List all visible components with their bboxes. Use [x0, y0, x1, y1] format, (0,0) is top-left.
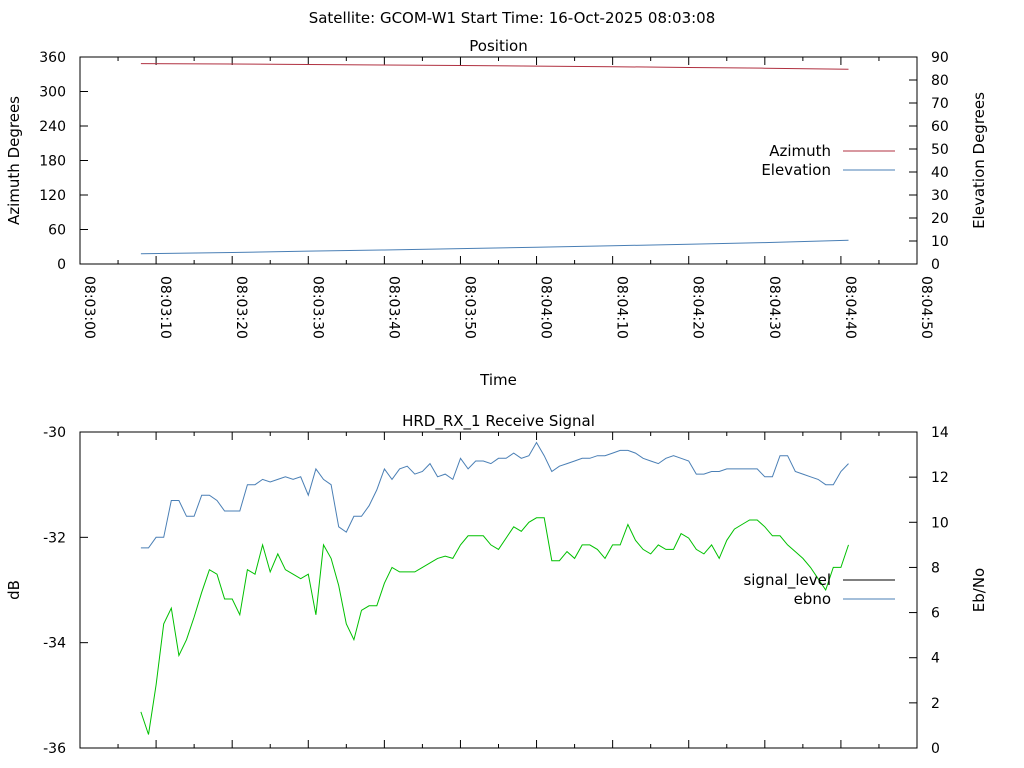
legend-label: Elevation	[761, 161, 831, 179]
x-tick-label: 08:04:30	[766, 276, 782, 339]
y-axis-label: dB	[5, 580, 23, 600]
y2-tick-label: 2	[931, 696, 940, 712]
y2-tick-label: 0	[931, 741, 940, 757]
legend-label: signal_level	[743, 571, 831, 590]
y-tick-label: 60	[48, 223, 66, 239]
receive-signal-chart: HRD_RX_1 Receive Signal -36 -34 -32 -30 0 2 4 6 8…	[5, 412, 988, 757]
x-tick-label: 08:03:20	[233, 276, 249, 339]
y2-tick-label: 6	[931, 606, 940, 622]
x-tick-label: 08:03:00	[81, 276, 97, 339]
chart-title: HRD_RX_1 Receive Signal	[402, 412, 595, 431]
x-tick-label: 08:04:20	[690, 276, 706, 339]
y-tick-label: -34	[43, 636, 66, 652]
y2-tick-label: 80	[931, 73, 949, 89]
x-tick-label: 08:03:50	[461, 276, 477, 339]
x-tick-label: 08:04:00	[538, 276, 554, 339]
y-tick-label: 120	[39, 188, 66, 204]
y-tick-label: -30	[43, 425, 66, 441]
x-tick-label: 08:03:30	[309, 276, 325, 339]
x-tick-label: 08:03:40	[385, 276, 401, 339]
x-axis-label: Time	[479, 371, 517, 389]
series-line-signal-level	[140, 441, 849, 549]
series-line-elevation	[140, 239, 849, 255]
y2-tick-label: 20	[931, 211, 949, 227]
x-tick-label: 08:03:10	[157, 276, 173, 339]
y2-tick-label: 50	[931, 142, 949, 158]
y2-axis-label: Eb/No	[970, 568, 988, 612]
position-chart: Position 0 60 120 180 240 300 360 0 10 20 30 40 50 60 7…	[5, 37, 988, 389]
series-line-ebno	[140, 517, 849, 735]
plot-frame	[79, 431, 918, 749]
chart-title: Position	[469, 37, 527, 55]
y2-tick-label: 10	[931, 234, 949, 250]
y-tick-label: 360	[39, 50, 66, 66]
y2-tick-label: 60	[931, 119, 949, 135]
x-tick-label: 08:04:10	[614, 276, 630, 339]
y2-tick-label: 4	[931, 651, 940, 667]
x-tick-label: 08:04:40	[842, 276, 858, 339]
y2-tick-label: 8	[931, 560, 940, 576]
series-line-azimuth	[140, 63, 849, 70]
y2-tick-label: 14	[931, 425, 949, 441]
y-tick-label: 300	[39, 85, 66, 101]
y-tick-label: 180	[39, 154, 66, 170]
legend-label: Azimuth	[769, 142, 831, 160]
y-tick-label: -36	[43, 741, 66, 757]
y2-tick-label: 12	[931, 470, 949, 486]
y2-tick-label: 40	[931, 165, 949, 181]
y2-tick-label: 10	[931, 515, 949, 531]
y2-tick-label: 90	[931, 50, 949, 66]
y2-axis-label: Elevation Degrees	[970, 92, 988, 229]
y2-tick-label: 30	[931, 188, 949, 204]
y-tick-label: -32	[43, 530, 66, 546]
y-tick-label: 240	[39, 119, 66, 135]
y2-tick-label: 70	[931, 96, 949, 112]
page-title: Satellite: GCOM-W1 Start Time: 16-Oct-20…	[309, 9, 716, 27]
legend-label: ebno	[794, 590, 831, 608]
x-tick-label: 08:04:50	[918, 276, 934, 339]
y2-tick-label: 0	[931, 257, 940, 273]
y-axis-label: Azimuth Degrees	[5, 96, 23, 225]
y-tick-label: 0	[57, 257, 66, 273]
